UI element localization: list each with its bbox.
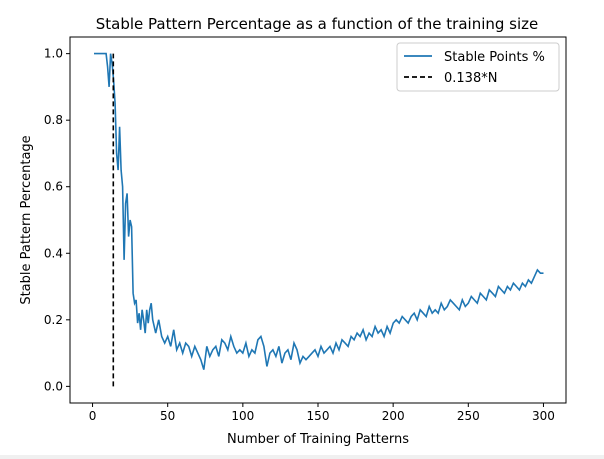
x-tick-label: 250	[457, 409, 480, 423]
y-axis-label: Stable Pattern Percentage	[19, 135, 34, 304]
legend-label-stable-points: Stable Points %	[444, 50, 545, 65]
x-tick-label: 300	[532, 409, 555, 423]
y-tick-label: 0.6	[44, 180, 63, 194]
legend-label-threshold: 0.138*N	[444, 71, 497, 86]
legend-box	[396, 42, 560, 92]
y-tick-label: 0.4	[44, 246, 63, 260]
y-tick-label: 0.2	[44, 313, 63, 327]
x-tick-label: 100	[231, 409, 254, 423]
x-axis-label: Number of Training Patterns	[227, 432, 409, 447]
x-tick-label: 200	[382, 409, 405, 423]
y-tick-label: 0.8	[44, 113, 63, 127]
plot-area	[69, 36, 567, 404]
x-tick-label: 150	[307, 409, 330, 423]
y-axis: 0.0 0.2 0.4 0.6 0.8 1.0	[44, 47, 70, 393]
series-line-0	[94, 52, 544, 370]
series-layer	[94, 52, 544, 387]
y-tick-label: 0.0	[44, 379, 63, 393]
bottom-strip	[0, 455, 604, 459]
x-tick-label: 50	[160, 409, 175, 423]
chart-title: Stable Pattern Percentage as a function …	[96, 15, 539, 33]
x-axis: 0 50 100 150 200 250 300	[89, 403, 555, 423]
x-tick-label: 0	[89, 409, 97, 423]
legend: Stable Points % 0.138*N	[396, 42, 560, 92]
y-tick-label: 1.0	[44, 47, 63, 61]
